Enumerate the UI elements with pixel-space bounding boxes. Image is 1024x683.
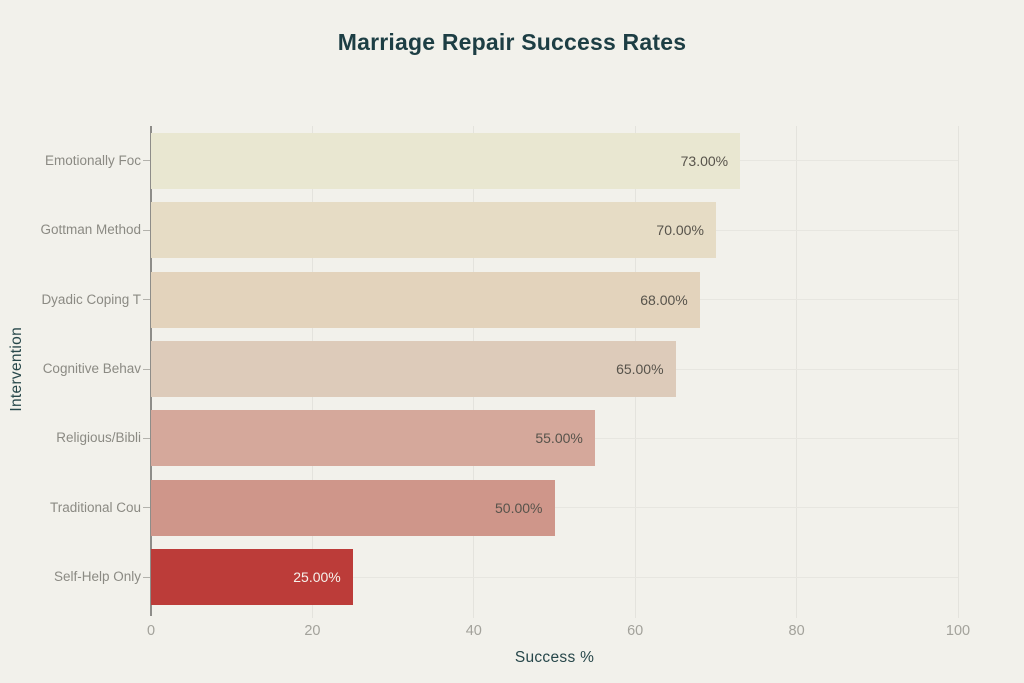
y-tick-mark [143, 299, 150, 301]
y-gridline [151, 576, 958, 578]
x-gridline [796, 126, 798, 618]
bar [151, 549, 353, 606]
y-tick-mark [143, 368, 150, 370]
bar [151, 271, 700, 328]
category-label: Gottman Method [40, 222, 141, 238]
bar [151, 479, 555, 536]
x-tick-label: 100 [945, 623, 971, 639]
bar-value-label: 70.00% [656, 222, 704, 239]
bar [151, 202, 716, 259]
bar-value-label: 68.00% [640, 291, 688, 308]
x-tick-label: 60 [627, 623, 644, 639]
bar-value-label: 25.00% [293, 569, 341, 586]
x-gridline [957, 126, 959, 618]
x-tick-label: 80 [788, 623, 805, 639]
x-tick-label: 20 [304, 623, 321, 639]
category-label: Self-Help Only [53, 569, 141, 585]
y-tick-mark [143, 437, 150, 439]
category-label: Cognitive Behav [42, 361, 141, 376]
y-tick-mark [143, 160, 150, 162]
y-tick-mark [143, 507, 150, 509]
category-label: Religious/Bibli [56, 430, 141, 446]
bar [151, 410, 595, 467]
y-gridline [151, 507, 958, 509]
y-axis-line [149, 126, 152, 616]
y-tick-mark [143, 576, 150, 578]
bar-value-label: 65.00% [616, 361, 664, 377]
x-tick-label: 0 [146, 623, 156, 639]
category-label: Dyadic Coping T [41, 291, 141, 307]
category-label: Emotionally Foc [44, 152, 141, 168]
bar-value-label: 55.00% [535, 430, 583, 447]
chart-title: Marriage Repair Success Rates [337, 29, 687, 55]
bar [151, 132, 741, 189]
bar-value-label: 50.00% [495, 499, 543, 516]
y-tick-mark [143, 229, 150, 231]
x-tick-label: 40 [465, 623, 482, 639]
x-axis-title: Success % [514, 649, 595, 666]
bar [151, 341, 676, 397]
bar-value-label: 73.00% [680, 152, 729, 169]
category-label: Traditional Cou [49, 499, 141, 515]
